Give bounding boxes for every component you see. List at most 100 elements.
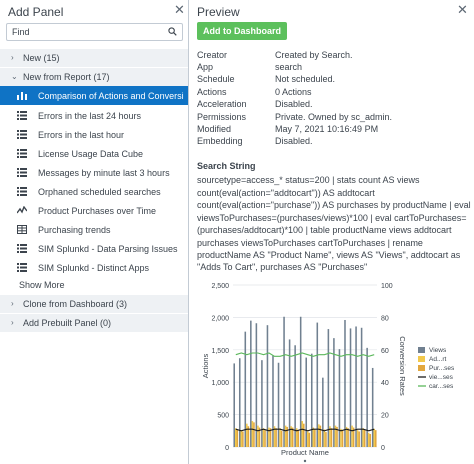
report-item[interactable]: Messages by minute last 3 hours [0, 163, 188, 182]
bar-addtocart [312, 427, 315, 447]
bar-purchases [253, 422, 255, 447]
report-label: Comparison of Actions and Conversion Rat… [38, 91, 184, 101]
bar-addtocart [323, 429, 326, 447]
bar-addtocart [268, 427, 270, 447]
bar-views [277, 362, 280, 447]
search-string-line: purchases viewsToPurchases cartToPurchas… [197, 238, 423, 248]
list-icon [17, 244, 27, 253]
bar-views [327, 329, 330, 447]
bar-views [261, 360, 263, 447]
bar-views [316, 322, 319, 447]
bar-addtocart [295, 428, 298, 447]
search-string-line: productName AS "Product Name", views AS … [197, 250, 461, 260]
list-icon [17, 111, 27, 120]
bar-purchases [269, 428, 272, 447]
report-item[interactable]: Errors in the last hour [0, 125, 188, 144]
search-string-line: count(eval(action="purchase")) AS purcha… [197, 200, 471, 210]
bar-purchases [242, 431, 244, 447]
report-item[interactable]: Orphaned scheduled searches [0, 182, 188, 201]
y2-tick-label: 20 [381, 413, 389, 420]
show-more-link[interactable]: Show More [19, 280, 65, 290]
search-string-line: sourcetype=access_* status=200 | stats c… [197, 175, 420, 185]
bar-purchases [375, 430, 377, 447]
series-line-viewsToPurchases [235, 428, 375, 432]
bar-addtocart [290, 426, 292, 447]
bar-purchases [352, 427, 355, 447]
report-item[interactable]: Errors in the last 24 hours [0, 106, 188, 125]
y2-tick-label: 80 [381, 315, 389, 322]
list-icon [17, 168, 27, 177]
legend-label: vie...ses [429, 374, 454, 381]
search-string-line: "Adds To Cart", purchases AS "Purchases" [197, 262, 368, 272]
report-item[interactable]: Product Purchases over Time [0, 201, 188, 220]
group-new[interactable]: › New (15) [0, 49, 188, 67]
report-label: Orphaned scheduled searches [38, 187, 161, 197]
group-label: Clone from Dashboard (3) [23, 299, 128, 309]
bar-purchases [303, 423, 305, 447]
group-label: New from Report (17) [23, 72, 110, 82]
y-tick-label: 1,000 [211, 380, 229, 387]
bar-addtocart [246, 423, 248, 447]
bar-addtocart [273, 426, 276, 447]
legend-swatch [418, 365, 425, 371]
report-label: SIM Splunkd - Data Parsing Issues [38, 244, 178, 254]
bar-addtocart [351, 425, 353, 447]
report-label: Errors in the last hour [38, 130, 125, 140]
conversion-chart: 0 500 1,000 1,500 2,000 2,500 0 20 40 60 80 100 Acti… [201, 283, 455, 463]
add-to-dashboard-button[interactable]: Add to Dashboard [197, 22, 287, 40]
report-item[interactable]: SIM Splunkd - Data Parsing Issues [0, 239, 188, 258]
series-line-cartToPurchases [235, 352, 375, 357]
report-item[interactable]: Purchasing trends [0, 220, 188, 239]
group-clone-from-dashboard[interactable]: › Clone from Dashboard (3) [0, 295, 188, 313]
bar-purchases [275, 428, 277, 447]
report-item[interactable]: SIM Splunkd - Distinct Apps [0, 258, 188, 277]
bar-addtocart [301, 421, 304, 447]
bar-views [322, 377, 324, 447]
report-label: Purchasing trends [38, 225, 111, 235]
find-input[interactable] [12, 25, 162, 39]
close-icon[interactable]: ✕ [457, 2, 468, 17]
y-tick-label: 1,500 [211, 348, 229, 355]
group-new-from-report[interactable]: ⌄ New from Report (17) [0, 68, 188, 86]
list-icon [17, 187, 27, 196]
bar-addtocart [240, 430, 243, 447]
report-item[interactable]: Comparison of Actions and Conversion Rat… [0, 86, 188, 105]
y2-tick-label: 40 [381, 380, 389, 387]
bar-views [338, 349, 341, 447]
y-tick-label: 2,500 [211, 283, 229, 290]
search-string-line: count(eval(action="addtocart")) AS addto… [197, 188, 375, 198]
bar-addtocart [318, 424, 320, 447]
bar-purchases [336, 426, 338, 447]
y2-tick-label: 100 [381, 283, 393, 290]
bar-addtocart [279, 428, 281, 447]
bar-purchases [297, 430, 300, 447]
group-add-prebuilt-panel[interactable]: › Add Prebuilt Panel (0) [0, 314, 188, 332]
bar-addtocart [251, 421, 254, 447]
legend-label: Ad...rt [429, 356, 447, 363]
bar-purchases [308, 432, 311, 447]
bar-addtocart [367, 432, 370, 447]
search-string-title: Search String [197, 161, 256, 171]
list-icon [17, 263, 27, 272]
preview-title: Preview [197, 5, 240, 19]
bar-views [250, 320, 252, 447]
report-item[interactable]: License Usage Data Cube [0, 144, 188, 163]
list-icon [17, 149, 27, 158]
bar-addtocart [362, 428, 364, 447]
chevron-right-icon: › [11, 299, 14, 308]
bar-purchases [363, 429, 366, 447]
legend-label: Pur...ses [429, 365, 455, 372]
report-label: SIM Splunkd - Distinct Apps [38, 263, 150, 273]
bar-purchases [280, 430, 283, 447]
bar-addtocart [257, 425, 259, 447]
x-axis-label: Product Name [281, 448, 329, 457]
bar-views [355, 326, 357, 447]
bar-views [344, 319, 346, 447]
bar-addtocart [356, 430, 359, 447]
close-icon[interactable]: ✕ [174, 2, 185, 17]
table-icon [17, 225, 27, 234]
bar-addtocart [345, 426, 348, 447]
bar-addtocart [373, 428, 376, 447]
report-label: License Usage Data Cube [38, 149, 144, 159]
report-label: Messages by minute last 3 hours [38, 168, 170, 178]
